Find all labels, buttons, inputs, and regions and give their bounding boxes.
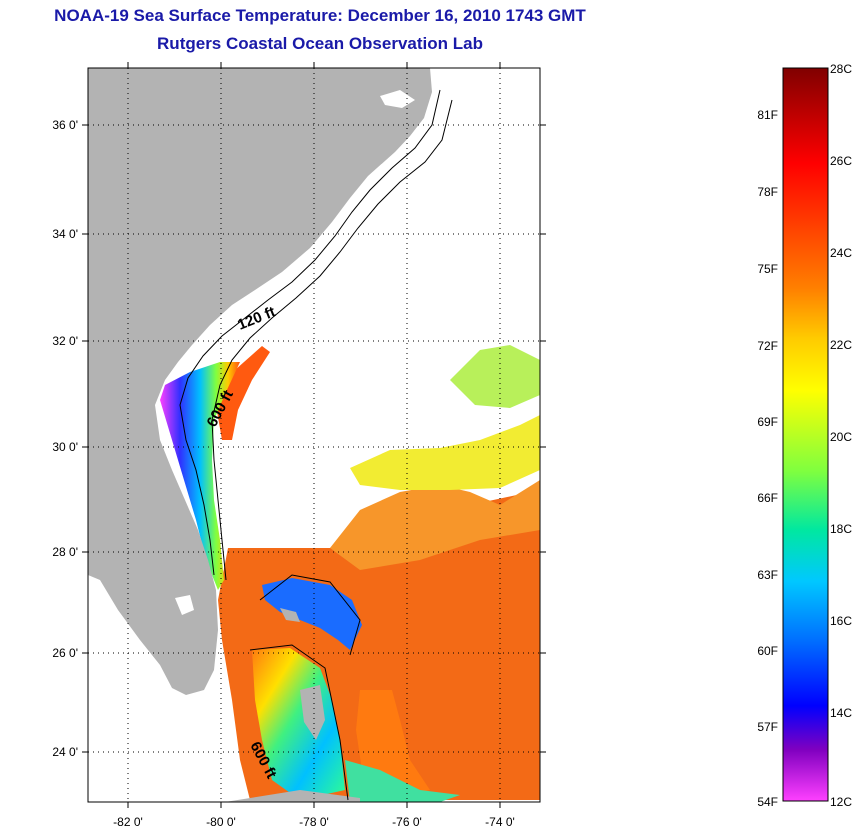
colorbar-celsius-label: 20C — [830, 430, 852, 444]
isobath-600ft — [211, 99, 453, 581]
colorbar-fahrenheit-label: 57F — [757, 720, 778, 734]
lon-label: -76 0' — [392, 815, 422, 829]
lon-label: -80 0' — [206, 815, 236, 829]
colorbar-fahrenheit-label: 63F — [757, 568, 778, 582]
lon-label: -78 0' — [299, 815, 329, 829]
sst-little-bahama-bank — [262, 578, 362, 650]
sst-south-bank — [345, 760, 460, 802]
tick-marks — [82, 62, 546, 808]
lat-label: 36 0' — [52, 118, 78, 132]
map-title: NOAA-19 Sea Surface Temperature: Decembe… — [54, 6, 586, 25]
lat-label: 30 0' — [52, 440, 78, 454]
colorbar-celsius-label: 22C — [830, 338, 852, 352]
colorbar-celsius-label: 14C — [830, 706, 852, 720]
lon-label: -74 0' — [485, 815, 515, 829]
colorbar-fahrenheit-label: 54F — [757, 795, 778, 809]
sst-offshore-plume — [330, 480, 540, 570]
lat-label: 28 0' — [52, 545, 78, 559]
lat-label: 34 0' — [52, 227, 78, 241]
land-us-east-coast — [88, 68, 432, 695]
isobath-bahamas — [249, 574, 361, 801]
colorbar-fahrenheit-label: 69F — [757, 415, 778, 429]
sst-great-bahama-bank — [252, 648, 345, 800]
colorbar-fahrenheit-label: 72F — [757, 339, 778, 353]
colorbar-fahrenheit-label: 75F — [757, 262, 778, 276]
colorbar-celsius-label: 28C — [830, 62, 852, 76]
colorbar-fahrenheit-label: 60F — [757, 644, 778, 658]
lake-okeechobee — [175, 595, 194, 615]
colorbar-celsius-label: 18C — [830, 522, 852, 536]
colorbar-celsius-label: 26C — [830, 154, 852, 168]
colorbar-fahrenheit-label: 66F — [757, 491, 778, 505]
isobath-120ft — [179, 89, 441, 576]
lon-label: -82 0' — [113, 815, 143, 829]
colorbar — [782, 67, 829, 802]
land-bahamas-north — [280, 608, 300, 622]
sst-gulf-stream-north — [215, 346, 270, 440]
sst-coastal-cold-band — [160, 362, 240, 590]
lat-label: 32 0' — [52, 334, 78, 348]
map-subtitle: Rutgers Coastal Ocean Observation Lab — [157, 34, 483, 53]
colorbar-celsius-label: 12C — [830, 795, 852, 809]
land-andros — [300, 685, 325, 740]
colorbar-fahrenheit-label: 81F — [757, 108, 778, 122]
graticule — [88, 68, 540, 802]
colorbar-celsius-label: 16C — [830, 614, 852, 628]
map-panel: 120 ft 600 ft 600 ft — [88, 68, 540, 802]
colorbar-fahrenheit-label: 78F — [757, 185, 778, 199]
colorbar-celsius-label: 24C — [830, 246, 852, 260]
lat-label: 26 0' — [52, 646, 78, 660]
pamlico-sound — [380, 90, 415, 108]
land-cuba — [225, 790, 360, 802]
lat-label: 24 0' — [52, 745, 78, 759]
sst-northeast-patch — [450, 345, 540, 408]
sst-yellow-band — [350, 415, 540, 490]
